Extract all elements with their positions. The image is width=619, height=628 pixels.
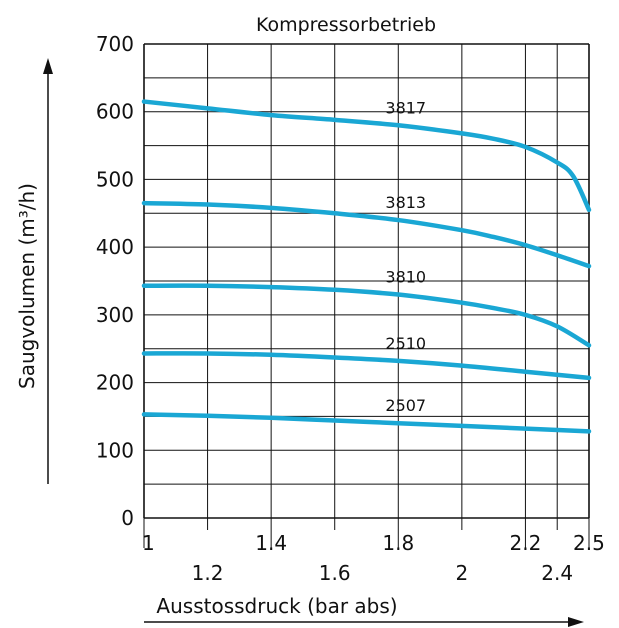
chart-title: Kompressorbetrieb xyxy=(256,14,436,36)
series-line-3813 xyxy=(141,200,592,269)
y-tick-label: 400 xyxy=(96,235,134,259)
series-line-2510 xyxy=(141,351,592,381)
y-tick-label: 0 xyxy=(121,506,134,530)
series-label: 2510 xyxy=(385,334,426,353)
x-tick-labels-bottom: 1.2 1.6 2 2.4 xyxy=(192,561,573,585)
y-tick-label: 200 xyxy=(96,371,134,395)
series-line-3810 xyxy=(141,283,592,348)
series-label: 3813 xyxy=(385,193,426,212)
y-axis-label: Saugvolumen (m³/h) xyxy=(15,183,39,389)
y-tick-label: 700 xyxy=(96,32,134,56)
series-labels: 3817 3813 3810 2510 2507 xyxy=(385,98,426,415)
y-tick-labels: 0 100 200 300 400 500 600 700 xyxy=(96,32,134,530)
x-tick-label-bottom: 1.2 xyxy=(192,561,224,585)
x-tick-label-bottom: 2.4 xyxy=(541,561,573,585)
x-tick-labels-top: 1 1.4 1.8 2.2 2.5 xyxy=(142,531,605,555)
series-label: 2507 xyxy=(385,396,426,415)
x-tick-label-top: 1.8 xyxy=(382,531,414,555)
x-axis-arrowhead xyxy=(568,617,584,627)
x-tick-label-top: 1 xyxy=(142,531,155,555)
y-axis-arrowhead xyxy=(43,58,53,74)
series-lines xyxy=(141,99,592,434)
y-tick-label: 500 xyxy=(96,167,134,191)
series-label: 3810 xyxy=(385,268,426,287)
x-tick-label-top: 1.4 xyxy=(255,531,287,555)
x-axis-label: Ausstossdruck (bar abs) xyxy=(156,594,397,618)
x-tick-label-top: 2.5 xyxy=(573,531,605,555)
series-line-3817 xyxy=(141,99,592,213)
y-tick-label: 100 xyxy=(96,438,134,462)
x-tick-label-bottom: 2 xyxy=(455,561,468,585)
grid xyxy=(143,43,590,548)
series-line-2507 xyxy=(141,412,592,434)
x-tick-label-top: 2.2 xyxy=(510,531,542,555)
series-label: 3817 xyxy=(385,98,426,117)
x-tick-label-bottom: 1.6 xyxy=(319,561,351,585)
y-tick-label: 600 xyxy=(96,100,134,124)
y-tick-label: 300 xyxy=(96,303,134,327)
